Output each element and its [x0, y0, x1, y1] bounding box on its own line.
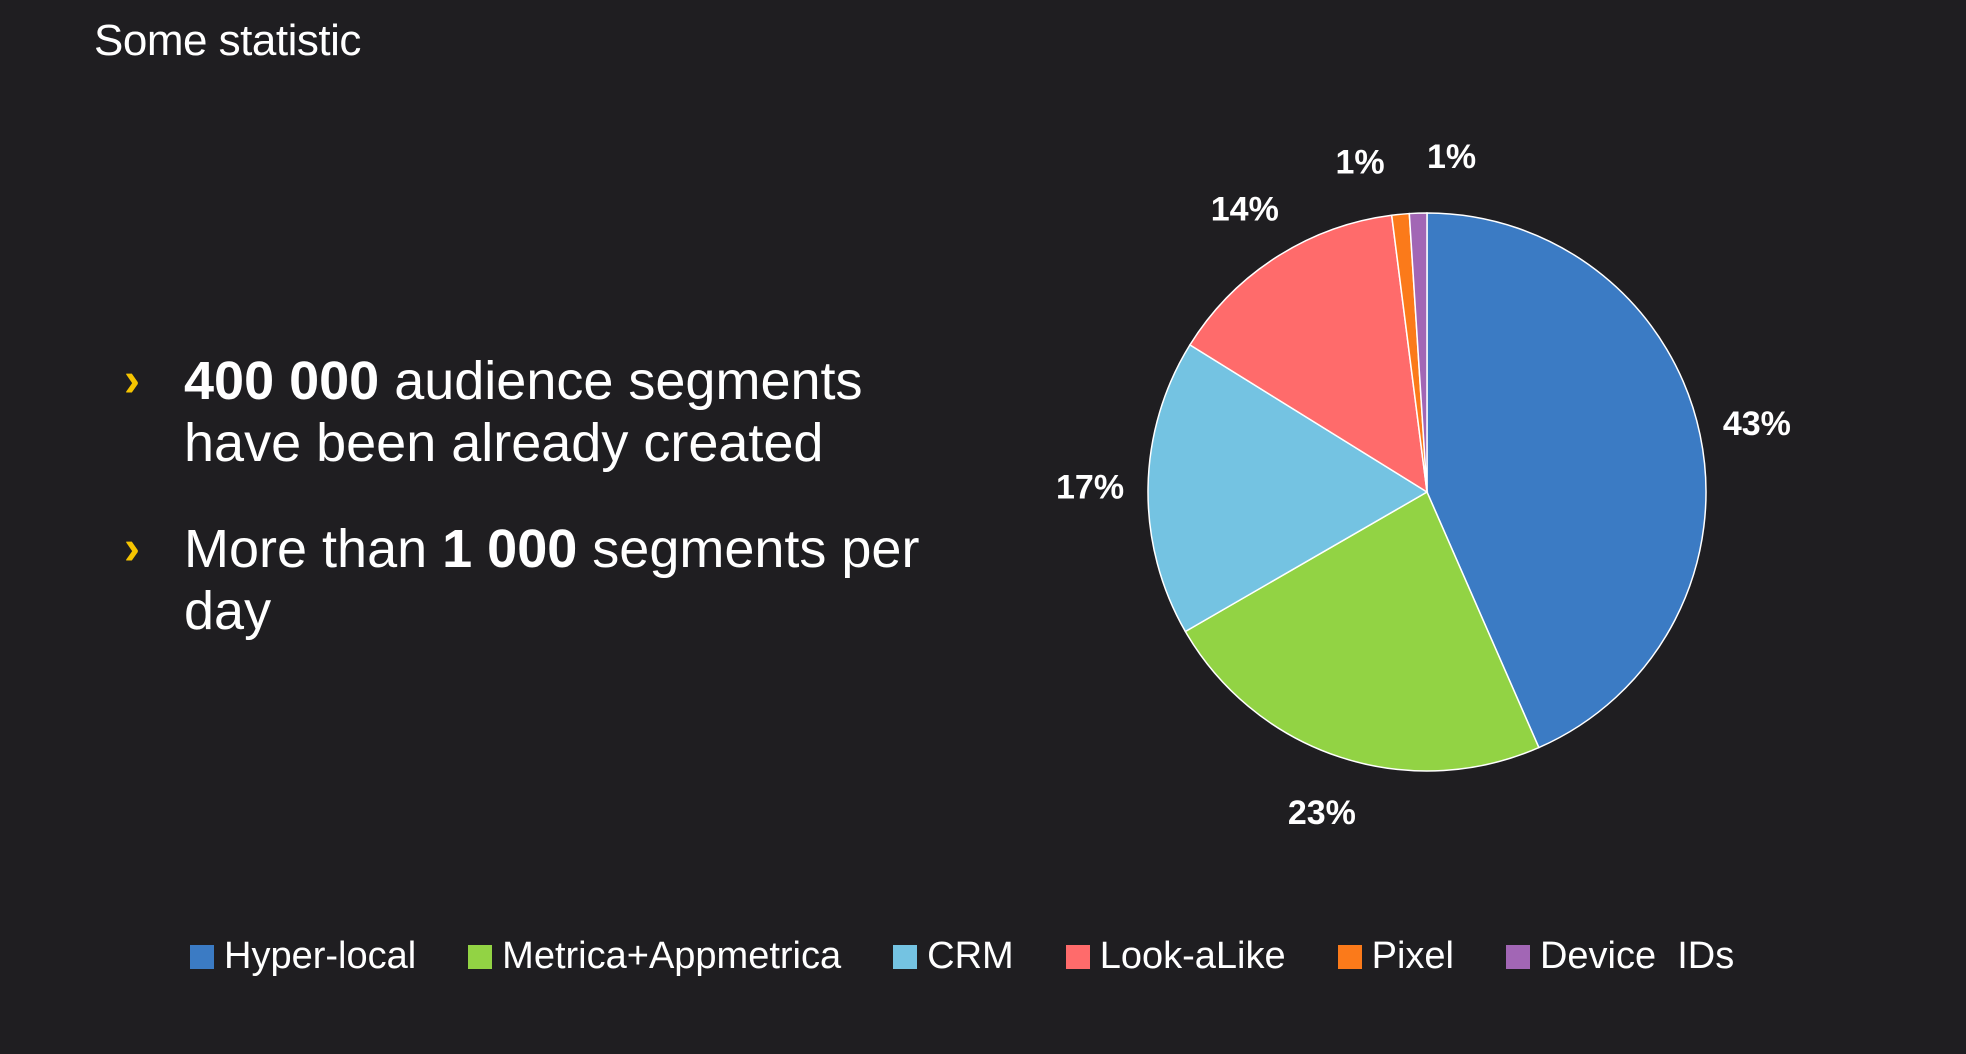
bullet-text: segments per day — [184, 519, 920, 641]
legend-item: Hyper-local — [190, 935, 416, 978]
pie-slice-look-alike — [1188, 214, 1428, 494]
pie-slice-hyper-local — [1426, 212, 1707, 749]
legend-swatch — [190, 944, 214, 969]
slide-title: Some statistic — [94, 16, 361, 65]
legend-item: Device IDs — [1505, 935, 1735, 978]
legend-label: Look-aLike — [1099, 935, 1286, 977]
legend-item: Look-aLike — [1065, 935, 1286, 978]
legend-swatch — [1337, 944, 1362, 969]
legend-swatch — [1505, 944, 1530, 969]
chart-legend: Hyper-local Metrica+Appmetrica CRM Look-aLi… — [190, 935, 1734, 978]
pie-slice-device-ids — [1408, 212, 1428, 493]
bullet-item: › 400 000 audience segments have been al… — [124, 350, 984, 474]
chevron-right-icon: › — [124, 354, 140, 407]
legend-item: CRM — [893, 935, 1014, 978]
legend-swatch — [893, 944, 918, 969]
legend-label: Hyper-local — [224, 935, 417, 977]
bullet-item: › More than 1 000 segments per day — [124, 518, 984, 642]
data-label: 1% — [1336, 144, 1385, 182]
pie-labels: 43% 23% 17% 14% 1% 1% — [1056, 138, 1791, 832]
legend-swatch — [1065, 944, 1090, 969]
bullet-bold-value: 400 000 — [184, 351, 380, 411]
data-label: 1% — [1427, 138, 1476, 176]
legend-item: Pixel — [1337, 935, 1454, 978]
data-label: 14% — [1211, 190, 1279, 228]
data-label: 17% — [1056, 469, 1124, 507]
pie-slice-metrica-appmetrica — [1184, 490, 1540, 772]
pie-slice-crm — [1147, 343, 1429, 633]
legend-label: Metrica+Appmetrica — [502, 935, 842, 977]
bullet-text: audience segments have been already crea… — [184, 351, 863, 473]
bullet-list: › 400 000 audience segments have been al… — [124, 350, 984, 686]
bullet-prefix: More than — [184, 519, 443, 579]
legend-swatch — [468, 944, 493, 969]
pie-slices — [1147, 212, 1707, 772]
legend-label: CRM — [927, 935, 1014, 977]
bullet-bold-value: 1 000 — [442, 519, 578, 579]
legend-label: Pixel — [1371, 935, 1454, 977]
data-label: 43% — [1723, 405, 1791, 443]
legend-label: Device IDs — [1539, 935, 1735, 977]
chevron-right-icon: › — [124, 522, 140, 575]
data-label: 23% — [1288, 794, 1356, 832]
legend-item: Metrica+Appmetrica — [468, 935, 841, 978]
